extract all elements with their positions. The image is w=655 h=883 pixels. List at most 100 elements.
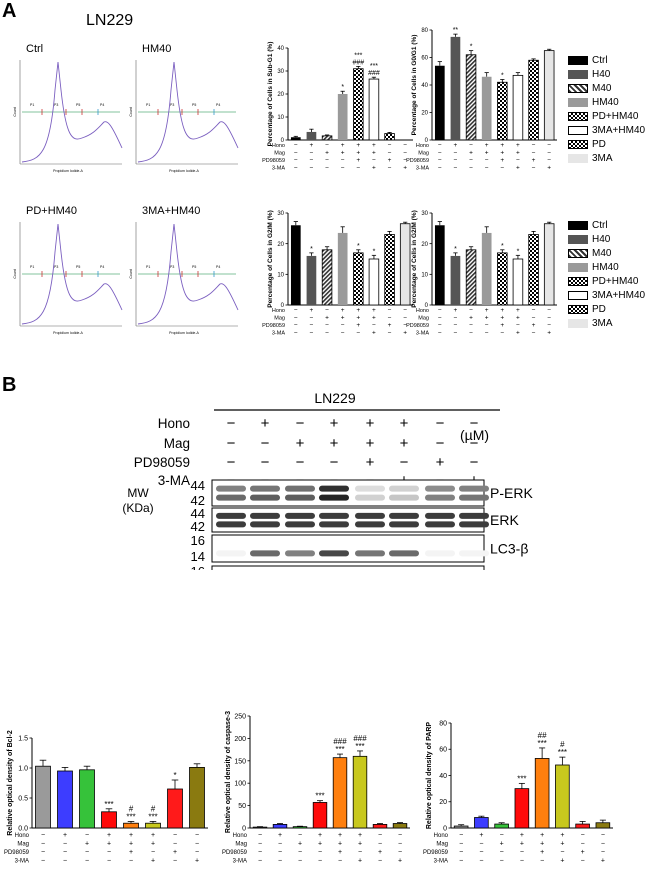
blot-band xyxy=(355,494,385,501)
blot-treatment-sign: − xyxy=(261,435,270,452)
treatment-sign: + xyxy=(338,841,342,848)
y-tick-label: 30 xyxy=(277,211,284,217)
y-tick-label: 40 xyxy=(421,83,428,89)
treatment-sign: − xyxy=(532,315,536,322)
treatment-sign: + xyxy=(479,832,483,839)
treatment-sign: − xyxy=(398,841,402,848)
treatment-sign: − xyxy=(298,832,302,839)
legend-label: M40 xyxy=(592,82,612,94)
treatment-sign: − xyxy=(151,849,155,856)
treatment-sign: − xyxy=(581,841,585,848)
y-tick-label: 0 xyxy=(443,825,447,832)
treatment-sign: + xyxy=(560,858,564,865)
blot-mw-marker: 14 xyxy=(191,549,205,564)
treatment-sign: + xyxy=(107,832,111,839)
bar xyxy=(534,758,550,829)
treatment-sign: − xyxy=(520,849,524,856)
significance-mark: * xyxy=(501,243,504,250)
treatment-sign: − xyxy=(454,165,458,172)
blot-treatment-sign: − xyxy=(330,454,339,471)
blot-band xyxy=(319,550,349,557)
treatment-sign: − xyxy=(173,832,177,839)
treatment-sign: − xyxy=(547,315,551,322)
treatment-sign: − xyxy=(532,165,536,172)
y-tick-label: 1.5 xyxy=(18,735,28,742)
treatment-sign: + xyxy=(151,858,155,865)
treatment-sign: + xyxy=(388,157,392,164)
treatment-sign: + xyxy=(310,307,314,314)
y-axis-label: Percentage of Cells in G2/M (%) xyxy=(267,210,274,308)
treatment-row-label: PD98059 xyxy=(222,850,248,856)
flow-ylabel: Count xyxy=(13,107,17,116)
treatment-sign: − xyxy=(540,858,544,865)
legend-item: HM40 xyxy=(568,260,645,274)
significance-mark: *** xyxy=(537,739,546,748)
treatment-sign: + xyxy=(372,330,376,337)
blot-frame xyxy=(211,534,485,563)
treatment-row-label: Mag xyxy=(235,842,247,848)
y-tick-label: 0 xyxy=(281,303,285,309)
treatment-sign: − xyxy=(85,849,89,856)
bar xyxy=(450,36,461,140)
treatment-row-label: Hono xyxy=(416,143,429,149)
blot-treatment-sign: + xyxy=(330,435,339,452)
blot-band xyxy=(389,485,419,492)
significance-mark: *** xyxy=(517,774,526,783)
flow-gate-label: P3 xyxy=(54,103,58,107)
legend-item: PD+HM40 xyxy=(568,274,645,288)
bar xyxy=(57,770,73,829)
legend-swatch xyxy=(568,139,588,149)
western-blot: LN229 Hono − + − + + + − − Mag − − + + + + − − PD98059 − − − − +… xyxy=(122,390,533,570)
legend-item: PD xyxy=(568,302,645,316)
flow-xlabel: Propidium Iodide-A xyxy=(169,331,199,335)
treatment-sign: − xyxy=(195,832,199,839)
significance-mark: *** xyxy=(558,748,567,757)
treatment-sign: + xyxy=(520,832,524,839)
significance-mark: * xyxy=(501,73,504,80)
blot-band xyxy=(216,512,246,519)
treatment-sign: + xyxy=(540,841,544,848)
bar xyxy=(290,137,301,140)
treatment-sign: − xyxy=(469,165,473,172)
significance-mark: ## xyxy=(538,731,547,740)
treatment-sign: + xyxy=(540,849,544,856)
blot-band xyxy=(355,550,385,557)
treatment-row-label: Hono xyxy=(272,143,285,149)
treatment-sign: − xyxy=(601,849,605,856)
bar xyxy=(372,824,388,829)
blot-band xyxy=(216,521,246,528)
treatment-row-label: Mag xyxy=(274,151,285,157)
legend-label: HM40 xyxy=(592,261,619,273)
treatment-sign: − xyxy=(485,157,489,164)
treatment-sign: + xyxy=(310,142,314,149)
bar xyxy=(555,764,570,829)
legend-item: H40 xyxy=(568,67,645,81)
legend-label: 3MA+HM40 xyxy=(592,124,646,136)
treatment-sign: + xyxy=(356,150,360,157)
treatment-sign: − xyxy=(356,165,360,172)
treatment-sign: − xyxy=(278,858,282,865)
treatment-row-label: PD98059 xyxy=(262,158,285,164)
y-axis-label: Percentage of Cells in G0/G1 (%) xyxy=(411,35,418,136)
legend-item: PD xyxy=(568,137,645,151)
blot-band xyxy=(250,550,280,557)
blot-band xyxy=(216,550,246,557)
blot-band xyxy=(355,512,385,519)
blot-band xyxy=(459,494,489,501)
treatment-sign: − xyxy=(516,322,520,329)
treatment-sign: + xyxy=(372,315,376,322)
treatment-sign: − xyxy=(278,841,282,848)
treatment-sign: + xyxy=(338,832,342,839)
flow-gate-label: P3 xyxy=(54,265,58,269)
blot-band xyxy=(459,485,489,492)
legend-item: M40 xyxy=(568,81,645,95)
bar xyxy=(494,823,509,829)
treatment-sign: − xyxy=(378,858,382,865)
significance-mark: *** xyxy=(104,800,113,809)
y-tick-label: 20 xyxy=(421,242,428,248)
blot-row-label: PD98059 xyxy=(134,455,190,470)
legend-label: PD xyxy=(592,138,606,150)
flow-gate-label: P4 xyxy=(216,103,220,107)
treatment-sign: − xyxy=(388,330,392,337)
treatment-sign: − xyxy=(41,849,45,856)
